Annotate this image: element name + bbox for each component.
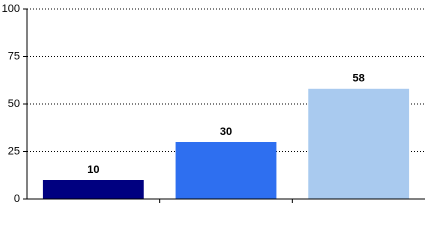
bar xyxy=(308,88,410,199)
y-tick-label: 100 xyxy=(2,3,20,15)
y-tick-label: 25 xyxy=(8,145,20,157)
y-tick-label: 50 xyxy=(8,98,20,110)
y-tick-label: 75 xyxy=(8,50,20,62)
y-tick-label: 0 xyxy=(14,193,20,205)
bar xyxy=(175,142,277,199)
chart: 0 25 50 75 100 10 30 58 xyxy=(2,3,425,205)
bar xyxy=(42,180,144,199)
value-label: 30 xyxy=(220,126,232,138)
value-label: 58 xyxy=(353,73,365,85)
value-label: 10 xyxy=(87,164,99,176)
